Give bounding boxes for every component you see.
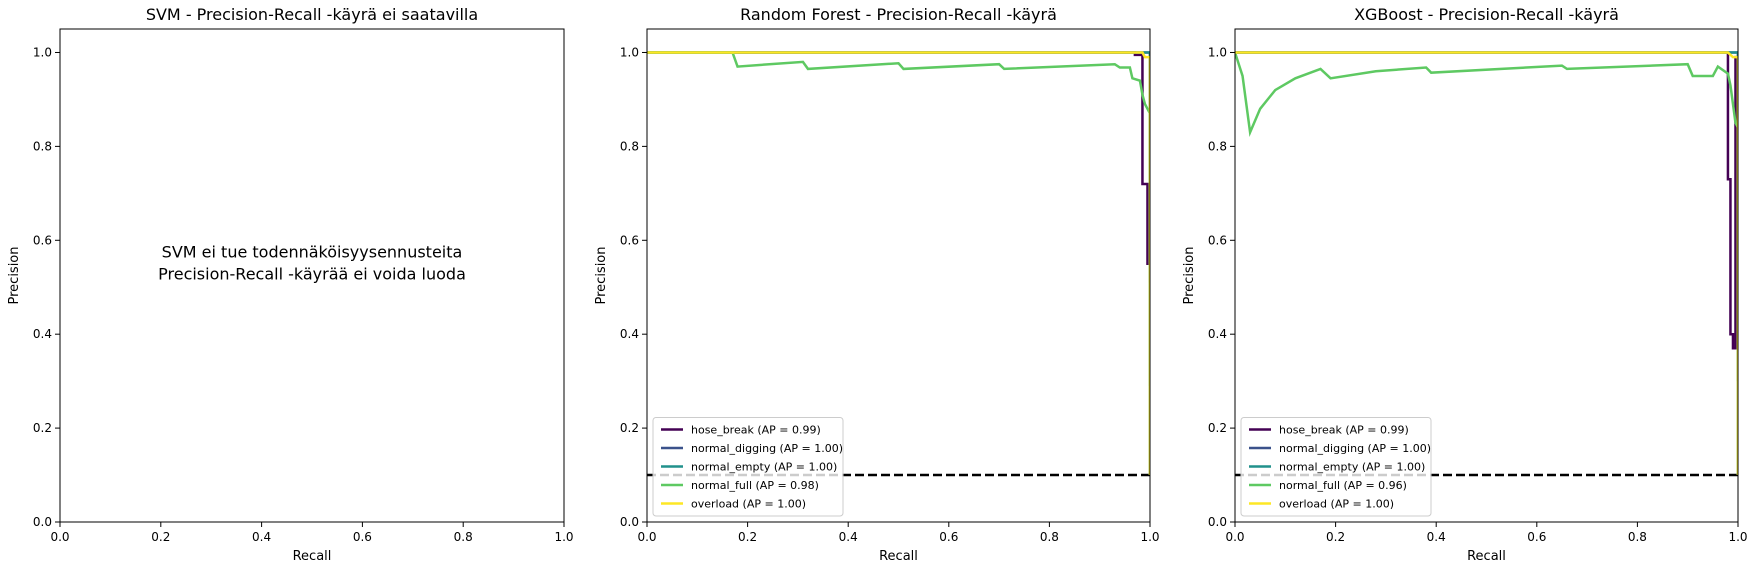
legend-label-1: hose_break (AP = 0.99): [1279, 424, 1409, 437]
x-tick-label: 0.0: [1225, 530, 1244, 544]
series-line-2: [647, 51, 1150, 476]
chart-title: XGBoost - Precision-Recall -käyrä: [1354, 5, 1619, 24]
legend-label-2: normal_digging (AP = 1.00): [1279, 442, 1431, 455]
chart-panel-1: SVM - Precision-Recall -käyrä ei saatavi…: [7, 5, 574, 564]
y-tick-label: 0.6: [33, 233, 52, 247]
y-tick-label: 0.4: [1208, 327, 1227, 341]
y-tick-label: 0.8: [620, 139, 639, 153]
series-line-3: [1235, 51, 1738, 382]
legend-box: [652, 417, 844, 517]
x-tick-label: 0.6: [939, 530, 958, 544]
y-tick-label: 1.0: [33, 45, 52, 59]
series-line-4: [1235, 52, 1738, 476]
x-tick-label: 0.2: [1326, 530, 1345, 544]
x-tick-label: 1.0: [1728, 530, 1747, 544]
x-tick-label: 0.8: [1040, 530, 1059, 544]
x-tick-label: 0.4: [252, 530, 271, 544]
x-tick-label: 0.8: [1628, 530, 1647, 544]
x-axis-label: Recall: [1467, 549, 1506, 564]
series-line-4: [647, 51, 1150, 476]
y-tick-label: 0.2: [1208, 421, 1227, 435]
x-tick-label: 0.6: [1527, 530, 1546, 544]
x-axis-label: Recall: [293, 549, 332, 564]
series-line-5: [1235, 51, 1738, 476]
x-tick-label: 0.4: [839, 530, 858, 544]
y-tick-label: 0.0: [33, 515, 52, 529]
x-tick-label: 0.6: [353, 530, 372, 544]
series-line-1: [647, 51, 1150, 283]
y-tick-label: 0.0: [620, 515, 639, 529]
legend-label-1: hose_break (AP = 0.99): [691, 424, 821, 437]
y-tick-label: 0.4: [620, 327, 639, 341]
annotation-text: SVM ei tue todennäköisyysennusteita: [162, 243, 463, 262]
plot-frame: [646, 28, 1151, 523]
y-tick-label: 0.6: [620, 233, 639, 247]
y-tick-label: 0.2: [620, 421, 639, 435]
x-tick-label: 1.0: [1140, 530, 1159, 544]
legend-label-4: normal_full (AP = 0.98): [691, 479, 819, 492]
x-tick-label: 1.0: [554, 530, 573, 544]
legend-label-3: normal_empty (AP = 1.00): [691, 461, 837, 474]
x-tick-label: 0.8: [454, 530, 473, 544]
y-tick-label: 0.0: [1208, 515, 1227, 529]
series-line-2: [1235, 51, 1738, 476]
legend-label-5: overload (AP = 1.00): [1279, 498, 1394, 511]
x-tick-label: 0.0: [50, 530, 69, 544]
chart-title: SVM - Precision-Recall -käyrä ei saatavi…: [146, 5, 478, 24]
y-tick-label: 0.4: [33, 327, 52, 341]
chart-panel-3: XGBoost - Precision-Recall -käyrä 0.0 0.2 0…: [1182, 5, 1748, 564]
annotation-text: Precision-Recall -käyrää ei voida luoda: [158, 265, 466, 284]
legend-label-5: overload (AP = 1.00): [691, 498, 806, 511]
y-axis-label: Precision: [1182, 246, 1197, 304]
series-line-1: [1235, 51, 1738, 382]
legend-label-2: normal_digging (AP = 1.00): [691, 442, 843, 455]
y-tick-label: 0.8: [33, 139, 52, 153]
legend: hose_break (AP = 0.99) normal_digging (AP…: [1240, 417, 1432, 517]
x-tick-label: 0.0: [637, 530, 656, 544]
legend-box: [1240, 417, 1432, 517]
x-tick-label: 0.2: [738, 530, 757, 544]
legend: hose_break (AP = 0.99) normal_digging (AP…: [652, 417, 844, 517]
y-tick-label: 0.8: [1208, 139, 1227, 153]
legend-label-3: normal_empty (AP = 1.00): [1279, 461, 1425, 474]
series-line-5: [647, 51, 1150, 476]
plot-frame: [1234, 28, 1739, 523]
y-axis-label: Precision: [7, 246, 22, 304]
x-tick-label: 0.4: [1427, 530, 1446, 544]
series-group: [647, 51, 1150, 477]
y-tick-label: 0.6: [1208, 233, 1227, 247]
x-tick-label: 0.2: [151, 530, 170, 544]
y-axis-label: Precision: [594, 246, 609, 304]
y-tick-label: 1.0: [1208, 45, 1227, 59]
series-group: [1235, 51, 1738, 477]
y-tick-label: 1.0: [620, 45, 639, 59]
y-tick-label: 0.2: [33, 421, 52, 435]
plot-frame: [59, 28, 565, 523]
series-line-3: [647, 51, 1150, 386]
chart-title: Random Forest - Precision-Recall -käyrä: [740, 5, 1057, 24]
x-axis-label: Recall: [879, 549, 918, 564]
legend-label-4: normal_full (AP = 0.96): [1279, 479, 1407, 492]
chart-panel-2: Random Forest - Precision-Recall -käyrä 0…: [594, 5, 1160, 564]
